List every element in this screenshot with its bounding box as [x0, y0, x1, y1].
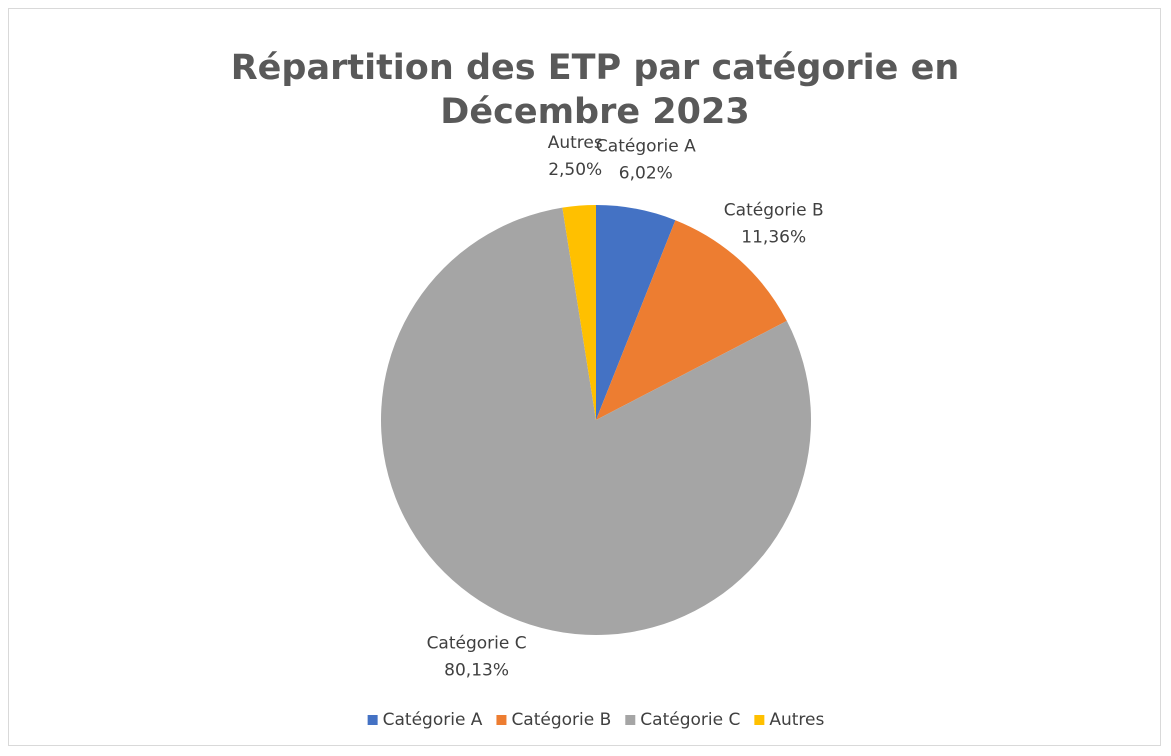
legend-swatch	[625, 715, 636, 725]
legend-swatch	[496, 715, 507, 725]
legend-swatch	[367, 715, 378, 725]
legend-label: Catégorie A	[383, 710, 483, 730]
data-label-name: Autres	[548, 133, 603, 153]
data-label-name: Catégorie A	[596, 137, 696, 157]
pie-slice	[381, 207, 811, 635]
data-label-name: Catégorie B	[724, 200, 824, 220]
chart-title: Répartition des ETP par catégorie en Déc…	[230, 48, 960, 132]
legend-label: Catégorie B	[511, 710, 611, 730]
data-label-value: 80,13%	[444, 661, 509, 681]
pie-slice	[562, 205, 596, 420]
legend-label: Catégorie C	[640, 710, 740, 730]
pie-slice	[596, 220, 787, 420]
data-label-name: Catégorie C	[427, 634, 527, 654]
data-label-value: 11,36%	[741, 227, 806, 247]
data-label-value: 2,50%	[548, 160, 602, 180]
legend-swatch	[754, 715, 765, 725]
pie-slice	[596, 205, 676, 420]
legend-label: Autres	[769, 710, 824, 730]
chart-frame	[8, 8, 1161, 746]
data-label-value: 6,02%	[619, 164, 673, 184]
